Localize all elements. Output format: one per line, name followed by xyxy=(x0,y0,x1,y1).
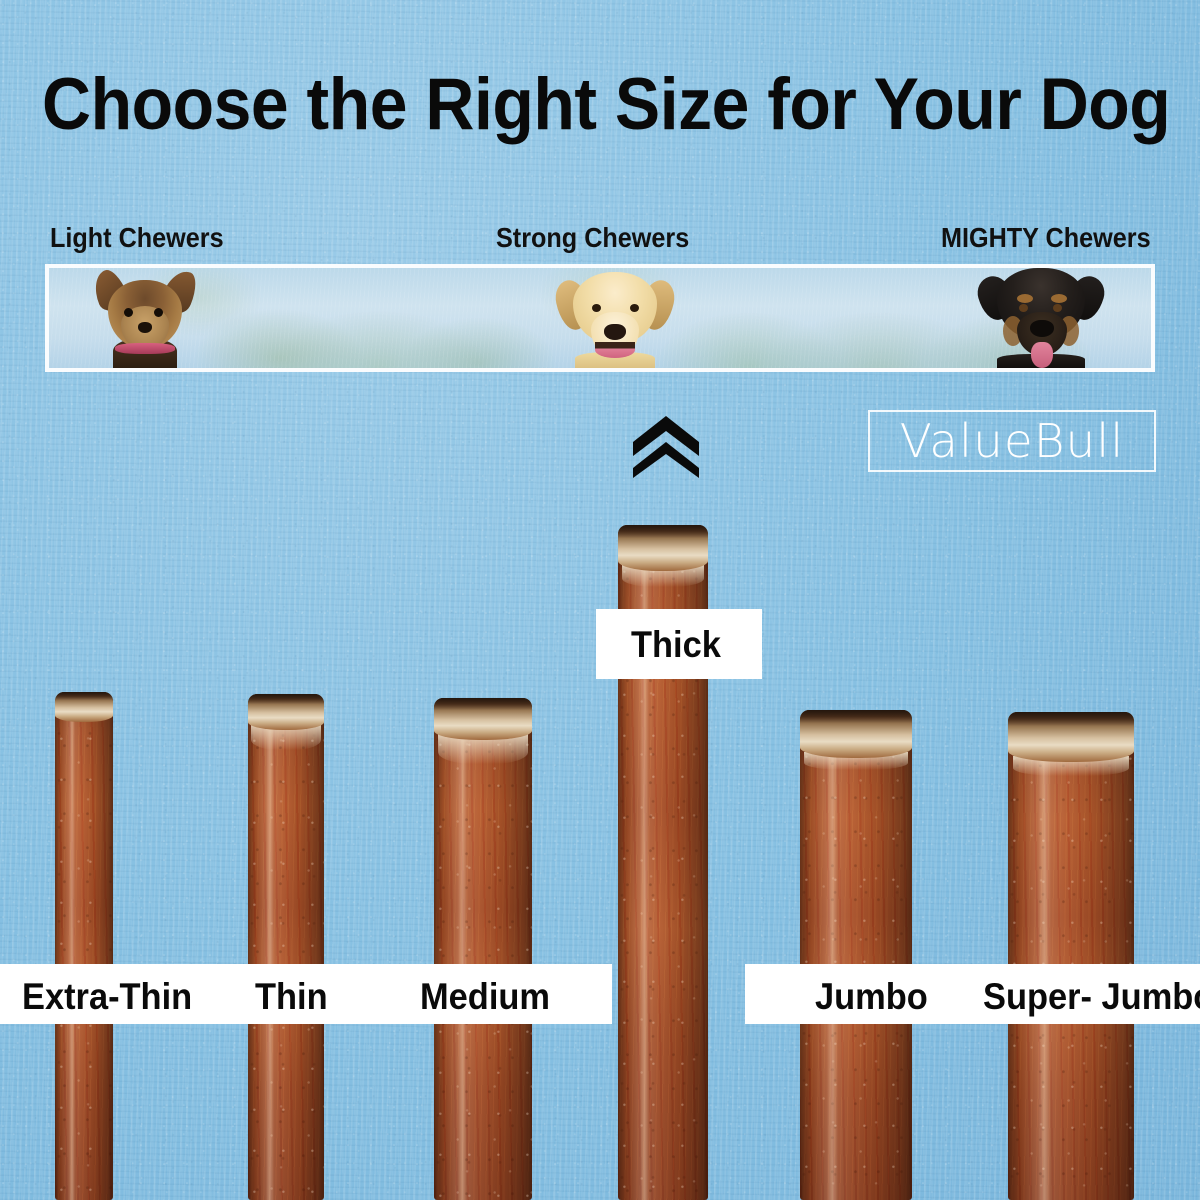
stick-highlight xyxy=(1038,712,1051,1200)
stick-cut-end xyxy=(55,692,113,722)
stick-speckle xyxy=(434,698,532,1200)
bully-stick-extra-thin xyxy=(55,692,113,1200)
stick-speckle xyxy=(1008,712,1134,1200)
rottweiler-brow-left xyxy=(1017,294,1033,303)
labrador-eye-left xyxy=(592,304,601,312)
stick-body xyxy=(1008,712,1134,1200)
rottweiler-photo xyxy=(973,268,1109,368)
stick-cut-rim xyxy=(800,710,912,724)
stick-body xyxy=(800,710,912,1200)
stick-drip xyxy=(621,565,705,587)
labrador-body xyxy=(575,352,655,368)
stick-body xyxy=(434,698,532,1200)
size-label-thick: Thick xyxy=(630,623,721,665)
yorkie-eye-left xyxy=(124,308,133,317)
labrador-eye-right xyxy=(630,304,639,312)
size-label-jumbo: Jumbo xyxy=(815,976,928,1017)
page-title: Choose the Right Size for Your Dog xyxy=(42,64,1171,145)
stick-cut-end xyxy=(800,710,912,758)
rottweiler-nose xyxy=(1030,320,1054,337)
stick-speckle xyxy=(55,692,113,1200)
stick-body xyxy=(55,692,113,1200)
stick-cut-end xyxy=(248,694,324,730)
valuebull-logo-text: ValueBull xyxy=(899,414,1125,468)
valuebull-logo: ValueBull xyxy=(868,410,1156,472)
stick-speckle xyxy=(800,710,912,1200)
stick-highlight xyxy=(266,694,274,1200)
stick-cut-end xyxy=(434,698,532,740)
stick-cut-rim xyxy=(618,525,708,538)
chewer-level-label-strong: Strong Chewers xyxy=(496,222,690,253)
stick-cut-rim xyxy=(55,692,113,701)
size-label-plate-left: Extra-Thin Thin Medium xyxy=(0,964,612,1024)
size-label-thin: Thin xyxy=(255,976,328,1017)
rottweiler-eye-right xyxy=(1053,304,1062,312)
dog-banner xyxy=(45,264,1155,372)
bully-stick-medium xyxy=(434,698,532,1200)
yorkie-collar xyxy=(115,343,175,354)
stick-highlight xyxy=(68,692,75,1200)
yorkie-nose xyxy=(138,322,152,333)
stick-highlight xyxy=(457,698,468,1200)
rottweiler-brow-right xyxy=(1051,294,1067,303)
stick-cut-end xyxy=(1008,712,1134,762)
stick-cut-rim xyxy=(1008,712,1134,726)
stick-speckle xyxy=(248,694,324,1200)
stick-highlight xyxy=(639,525,649,1200)
labrador-nose xyxy=(604,324,626,340)
yorkie-eye-right xyxy=(154,308,163,317)
labrador-retriever-photo xyxy=(545,268,685,368)
stick-body xyxy=(248,694,324,1200)
size-label-plate-right: Jumbo Super- Jumbo xyxy=(745,964,1200,1024)
size-label-plate-thick: Thick xyxy=(596,609,762,679)
double-chevron-up-icon xyxy=(633,416,699,478)
yorkshire-terrier-photo xyxy=(88,268,202,368)
stick-cut-rim xyxy=(434,698,532,710)
size-label-super-jumbo: Super- Jumbo xyxy=(983,976,1200,1017)
bully-stick-super-jumbo xyxy=(1008,712,1134,1200)
stick-cut-end xyxy=(618,525,708,571)
rottweiler-eye-left xyxy=(1019,304,1028,312)
rottweiler-tongue xyxy=(1031,342,1053,368)
bully-stick-thin xyxy=(248,694,324,1200)
chewer-level-label-mighty: MIGHTY Chewers xyxy=(941,222,1151,253)
chewer-level-label-light: Light Chewers xyxy=(50,222,224,253)
stick-cut-rim xyxy=(248,694,324,705)
bully-stick-jumbo xyxy=(800,710,912,1200)
size-label-extra-thin: Extra-Thin xyxy=(22,976,193,1017)
size-label-medium: Medium xyxy=(420,976,550,1017)
stick-highlight xyxy=(826,710,839,1200)
labrador-mouth xyxy=(595,342,635,358)
